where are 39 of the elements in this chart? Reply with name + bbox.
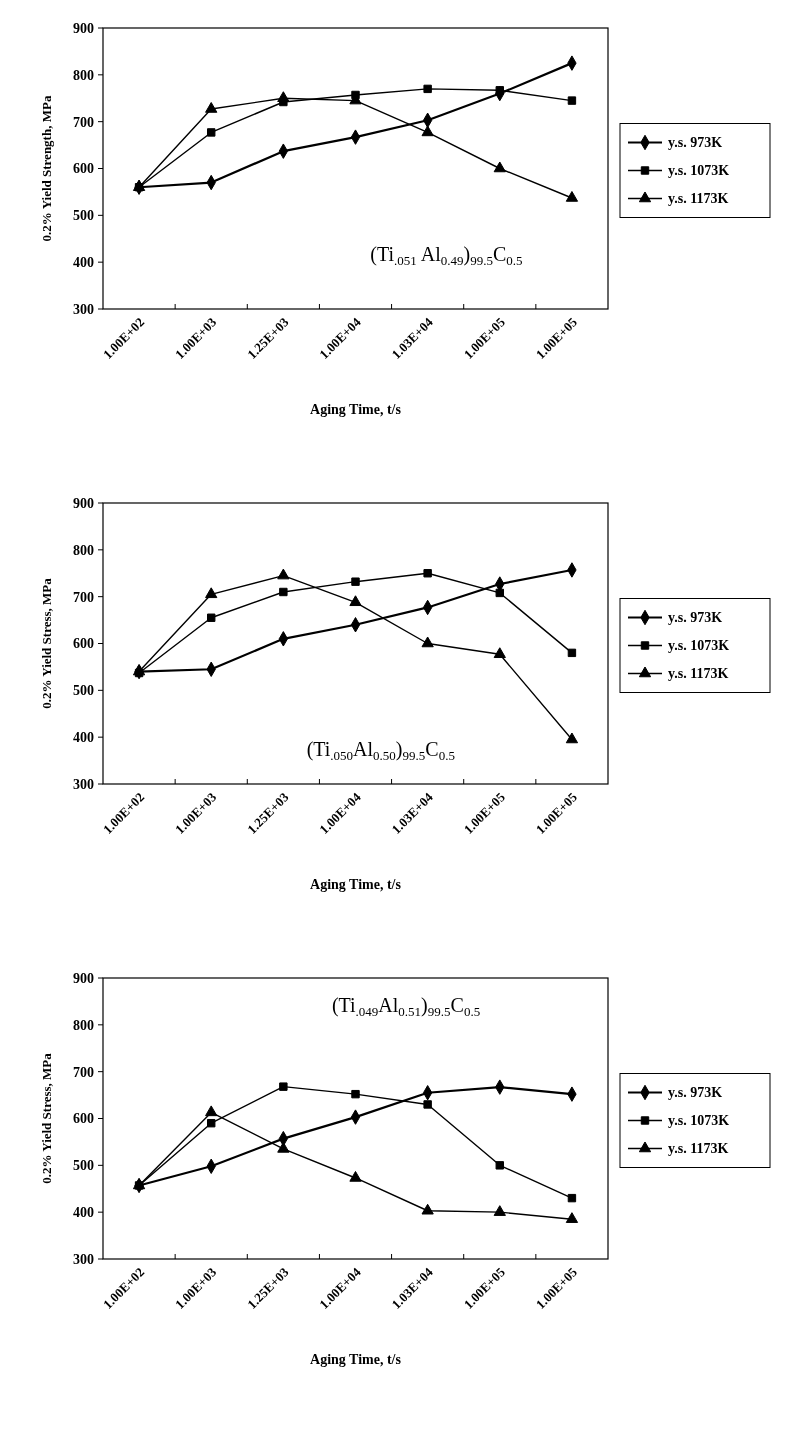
legend-label: y.s. 1173K	[668, 1141, 729, 1157]
y-tick-label: 700	[73, 1064, 94, 1080]
y-tick-label: 700	[73, 114, 94, 130]
y-tick-label: 800	[73, 67, 94, 83]
legend-label: y.s. 973K	[668, 1085, 723, 1101]
y-tick-label: 400	[73, 1205, 94, 1221]
y-tick-label: 900	[73, 20, 94, 36]
y-tick-label: 300	[73, 776, 94, 792]
annotation: (Ti$_{.050}$Al$_{0.50}$)$_{99.5}$C$_{0.5}$	[306, 737, 455, 763]
y-tick-label: 700	[73, 589, 94, 605]
y-tick-label: 900	[73, 970, 94, 986]
y-tick-label: 600	[73, 161, 94, 177]
y-tick-label: 300	[73, 301, 94, 317]
legend-label: y.s. 1073K	[668, 638, 730, 654]
y-axis-title: 0.2% Yield Strength, MPa	[39, 95, 54, 242]
y-tick-label: 400	[73, 255, 94, 271]
x-axis-title: Aging Time, t/s	[310, 1352, 402, 1367]
y-axis-title: 0.2% Yield Stress, MPa	[39, 1052, 54, 1184]
annotation: (Ti$_{.051}$ Al$_{0.49}$)$_{99.5}$C$_{0.5}$	[370, 243, 523, 269]
y-tick-label: 600	[73, 636, 94, 652]
x-axis-title: Aging Time, t/s	[310, 877, 402, 892]
y-tick-label: 500	[73, 683, 94, 699]
legend-label: y.s. 973K	[668, 610, 723, 626]
annotation: (Ti$_{.049}$Al$_{0.51}$)$_{99.5}$C$_{0.5}$	[331, 993, 481, 1019]
y-tick-label: 300	[73, 1251, 94, 1267]
legend-label: y.s. 1073K	[668, 1113, 730, 1129]
legend-label: y.s. 973K	[668, 135, 723, 151]
legend-label: y.s. 1073K	[668, 163, 730, 179]
y-tick-label: 900	[73, 495, 94, 511]
y-tick-label: 500	[73, 1158, 94, 1174]
y-tick-label: 500	[73, 208, 94, 224]
y-tick-label: 800	[73, 1017, 94, 1033]
y-tick-label: 800	[73, 542, 94, 558]
y-axis-title: 0.2% Yield Stress, MPa	[39, 577, 54, 709]
y-tick-label: 600	[73, 1111, 94, 1127]
y-tick-label: 400	[73, 730, 94, 746]
legend-label: y.s. 1173K	[668, 191, 729, 207]
legend-label: y.s. 1173K	[668, 666, 729, 682]
x-axis-title: Aging Time, t/s	[310, 402, 402, 417]
